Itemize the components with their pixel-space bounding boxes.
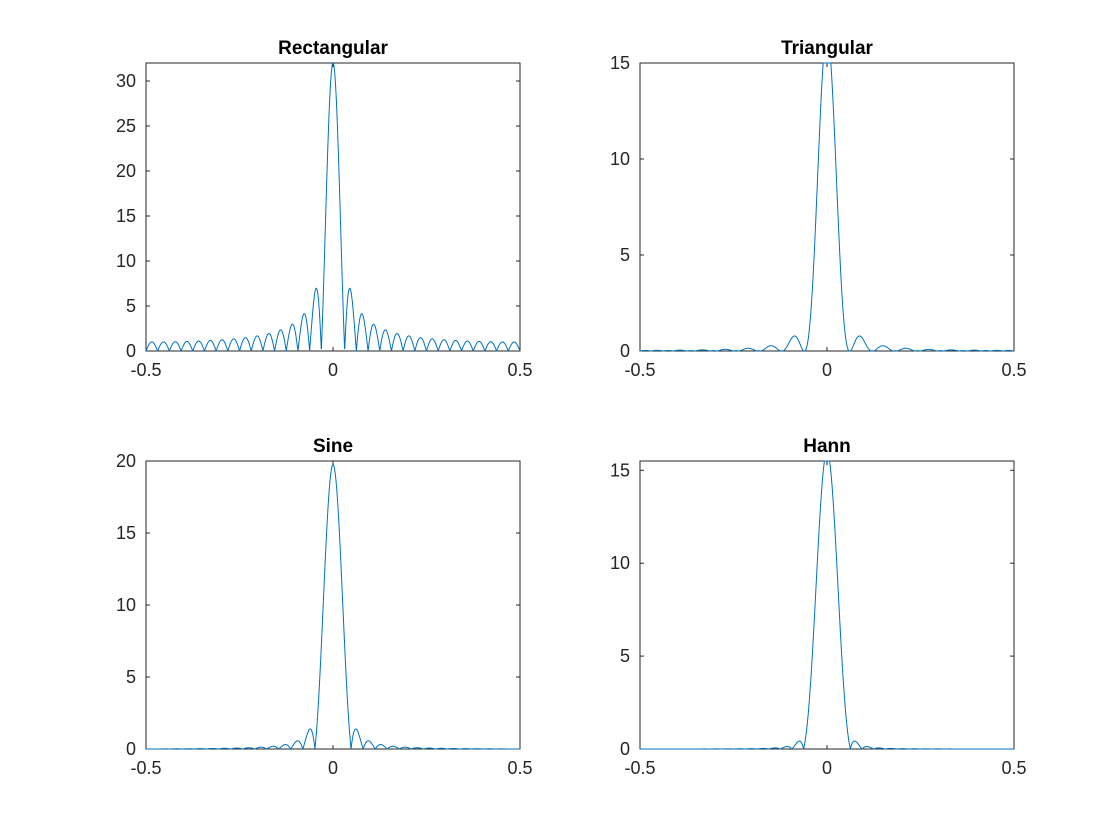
axes-box (145, 460, 521, 750)
x-tick-label: 0.5 (507, 758, 532, 778)
axes-box (639, 62, 1015, 352)
x-tick-label: 0 (328, 360, 338, 380)
x-tick-label: 0.5 (507, 360, 532, 380)
subplot-title: Sine (313, 436, 353, 457)
y-tick-label: 15 (116, 206, 136, 226)
y-tick-label: 15 (610, 53, 630, 73)
y-tick-label: 5 (620, 646, 630, 666)
y-tick-label: 25 (116, 116, 136, 136)
x-tick-label: 0.5 (1001, 758, 1026, 778)
y-tick-label: 15 (610, 460, 630, 480)
x-tick-label: -0.5 (130, 758, 161, 778)
y-tick-label: 5 (126, 296, 136, 316)
subplot-title: Triangular (781, 38, 873, 59)
y-tick-label: 20 (116, 451, 136, 471)
y-tick-label: 5 (126, 667, 136, 687)
y-tick-label: 0 (620, 739, 630, 759)
x-tick-label: 0 (822, 360, 832, 380)
y-tick-label: 10 (610, 553, 630, 573)
x-tick-label: -0.5 (624, 360, 655, 380)
y-tick-label: 20 (116, 161, 136, 181)
y-tick-label: 5 (620, 245, 630, 265)
x-tick-label: -0.5 (624, 758, 655, 778)
x-tick-label: -0.5 (130, 360, 161, 380)
series-line (639, 62, 1015, 352)
y-tick-label: 0 (126, 341, 136, 361)
y-tick-label: 10 (610, 149, 630, 169)
axes-box (145, 62, 521, 352)
y-tick-label: 30 (116, 71, 136, 91)
subplot-title: Rectangular (278, 38, 388, 59)
y-tick-label: 10 (116, 251, 136, 271)
y-tick-label: 15 (116, 523, 136, 543)
x-tick-label: 0.5 (1001, 360, 1026, 380)
y-tick-label: 10 (116, 595, 136, 615)
axes-box (639, 460, 1015, 750)
x-tick-label: 0 (328, 758, 338, 778)
y-tick-label: 0 (620, 341, 630, 361)
subplot-title: Hann (803, 436, 851, 457)
series-line (145, 62, 521, 352)
x-tick-label: 0 (822, 758, 832, 778)
y-tick-label: 0 (126, 739, 136, 759)
series-line (639, 460, 1015, 750)
series-line (145, 464, 521, 750)
